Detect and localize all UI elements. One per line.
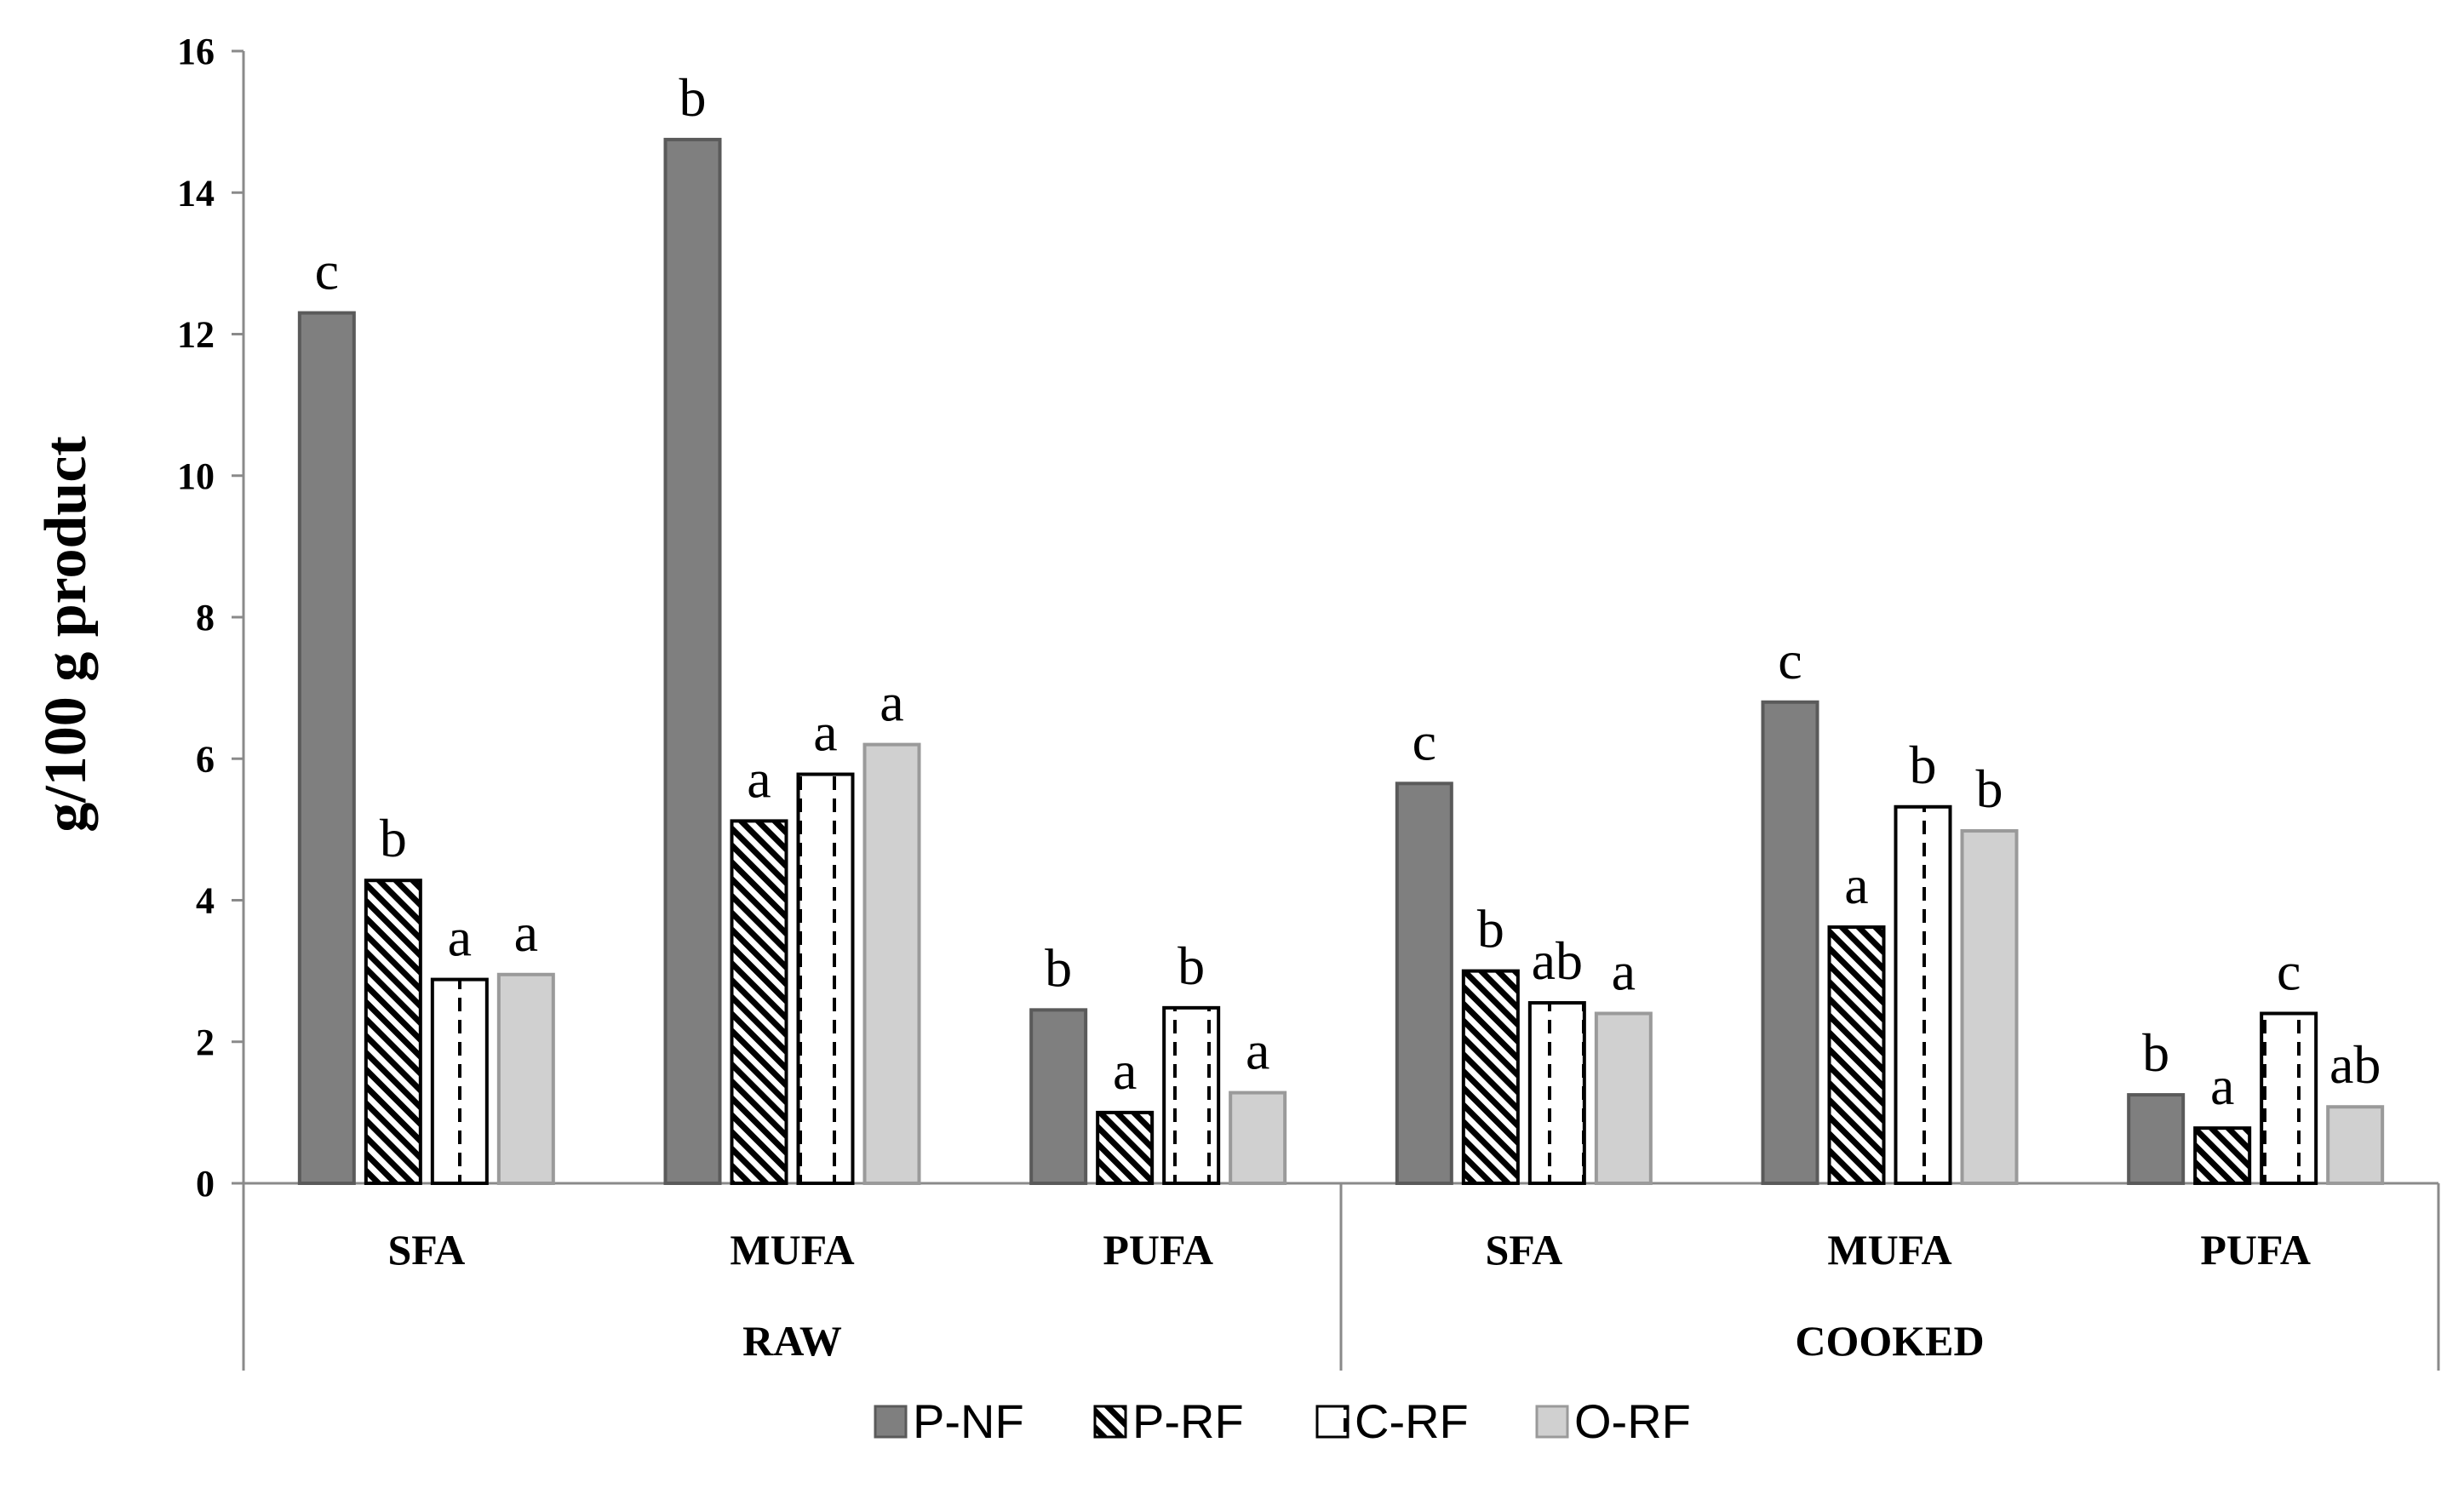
significance-letter: ab bbox=[2329, 1034, 2381, 1095]
significance-letter: b bbox=[2142, 1022, 2169, 1083]
y-tick-label: 10 bbox=[177, 455, 215, 497]
legend-label: P-RF bbox=[1132, 1394, 1244, 1448]
bar-o-rf-5 bbox=[2326, 1105, 2385, 1185]
significance-letter: a bbox=[880, 673, 903, 733]
category-label: PUFA bbox=[1103, 1226, 1213, 1274]
bars bbox=[297, 137, 2385, 1186]
category-label: MUFA bbox=[730, 1226, 854, 1274]
y-tick-label: 16 bbox=[177, 31, 215, 72]
bar-c-rf-3 bbox=[1527, 1001, 1586, 1185]
significance-letter: a bbox=[514, 902, 538, 963]
significance-letter: b bbox=[1178, 936, 1205, 996]
y-tick-label: 4 bbox=[196, 880, 215, 922]
bar-c-rf-4 bbox=[1894, 804, 1952, 1186]
bar-c-rf-2 bbox=[1162, 1005, 1221, 1185]
significance-letter: ab bbox=[1532, 930, 1583, 991]
bar-p-rf-5 bbox=[2193, 1126, 2252, 1185]
bar-p-rf-4 bbox=[1827, 925, 1886, 1186]
bar-p-nf-5 bbox=[2127, 1093, 2186, 1185]
bar-p-nf-2 bbox=[1029, 1008, 1088, 1185]
significance-letter: a bbox=[747, 748, 771, 809]
legend-swatch-p-nf bbox=[874, 1405, 908, 1439]
significance-letter: b bbox=[1045, 937, 1072, 998]
y-tick-label: 12 bbox=[177, 314, 215, 356]
significance-letter: a bbox=[1612, 942, 1636, 1002]
legend-swatch-p-rf bbox=[1093, 1405, 1127, 1439]
group-label: COOKED bbox=[1795, 1317, 1984, 1365]
bar-c-rf-0 bbox=[430, 977, 489, 1185]
bar-p-nf-0 bbox=[297, 311, 356, 1185]
bar-p-rf-2 bbox=[1096, 1110, 1155, 1185]
bar-p-nf-3 bbox=[1395, 781, 1453, 1185]
significance-letter: c bbox=[2277, 942, 2301, 1002]
bar-p-rf-1 bbox=[730, 819, 788, 1186]
category-label: PUFA bbox=[2200, 1226, 2311, 1274]
category-label: SFA bbox=[387, 1226, 465, 1274]
legend-label: P-NF bbox=[913, 1394, 1024, 1448]
bar-o-rf-4 bbox=[1960, 829, 2019, 1185]
bar-p-rf-0 bbox=[364, 879, 422, 1185]
y-axis-label: g/100 g product bbox=[33, 436, 99, 832]
legend-swatch-o-rf bbox=[1535, 1405, 1569, 1439]
significance-letter: b bbox=[1477, 899, 1504, 959]
significance-letter: c bbox=[1413, 711, 1436, 771]
significance-letter: a bbox=[1113, 1040, 1137, 1101]
bar-c-rf-1 bbox=[796, 772, 855, 1185]
significance-letter: a bbox=[813, 702, 837, 763]
axes: 0 2 4 6 8 10 12 14 16 g/100 g product SFA MUFA PUFA S… bbox=[33, 31, 2440, 1371]
y-tick-label: 6 bbox=[196, 738, 215, 780]
legend-label: C-RF bbox=[1355, 1394, 1469, 1448]
significance-letter: a bbox=[448, 907, 472, 968]
y-tick-label: 14 bbox=[177, 172, 215, 214]
significance-letter: a bbox=[2210, 1056, 2234, 1116]
bar-o-rf-1 bbox=[862, 742, 921, 1185]
legend-swatch-c-rf bbox=[1315, 1405, 1349, 1439]
group-label: RAW bbox=[742, 1317, 842, 1365]
category-label: SFA bbox=[1485, 1226, 1562, 1274]
y-tick-label: 8 bbox=[196, 597, 215, 638]
bar-p-rf-3 bbox=[1461, 969, 1520, 1185]
significance-letter: b bbox=[1976, 758, 2003, 819]
significance-letter: a bbox=[1844, 855, 1868, 915]
significance-letter: b bbox=[679, 67, 707, 128]
legend: P-NF P-RF C-RF O-RF bbox=[874, 1394, 1691, 1448]
significance-letter: c bbox=[315, 241, 339, 301]
significance-letter: a bbox=[1246, 1021, 1269, 1081]
legend-label: O-RF bbox=[1574, 1394, 1691, 1448]
bar-o-rf-0 bbox=[496, 972, 555, 1185]
bar-o-rf-3 bbox=[1594, 1011, 1653, 1185]
significance-letter: b bbox=[380, 808, 407, 868]
bar-p-nf-4 bbox=[1761, 700, 1819, 1185]
y-tick-label: 2 bbox=[196, 1022, 215, 1063]
y-tick-label: 0 bbox=[196, 1163, 215, 1205]
significance-letter: c bbox=[1778, 630, 1802, 690]
bar-c-rf-5 bbox=[2260, 1011, 2318, 1185]
category-label: MUFA bbox=[1827, 1226, 1951, 1274]
significance-letter: b bbox=[1910, 735, 1937, 795]
bar-o-rf-2 bbox=[1229, 1090, 1287, 1185]
bar-p-nf-1 bbox=[663, 137, 722, 1185]
